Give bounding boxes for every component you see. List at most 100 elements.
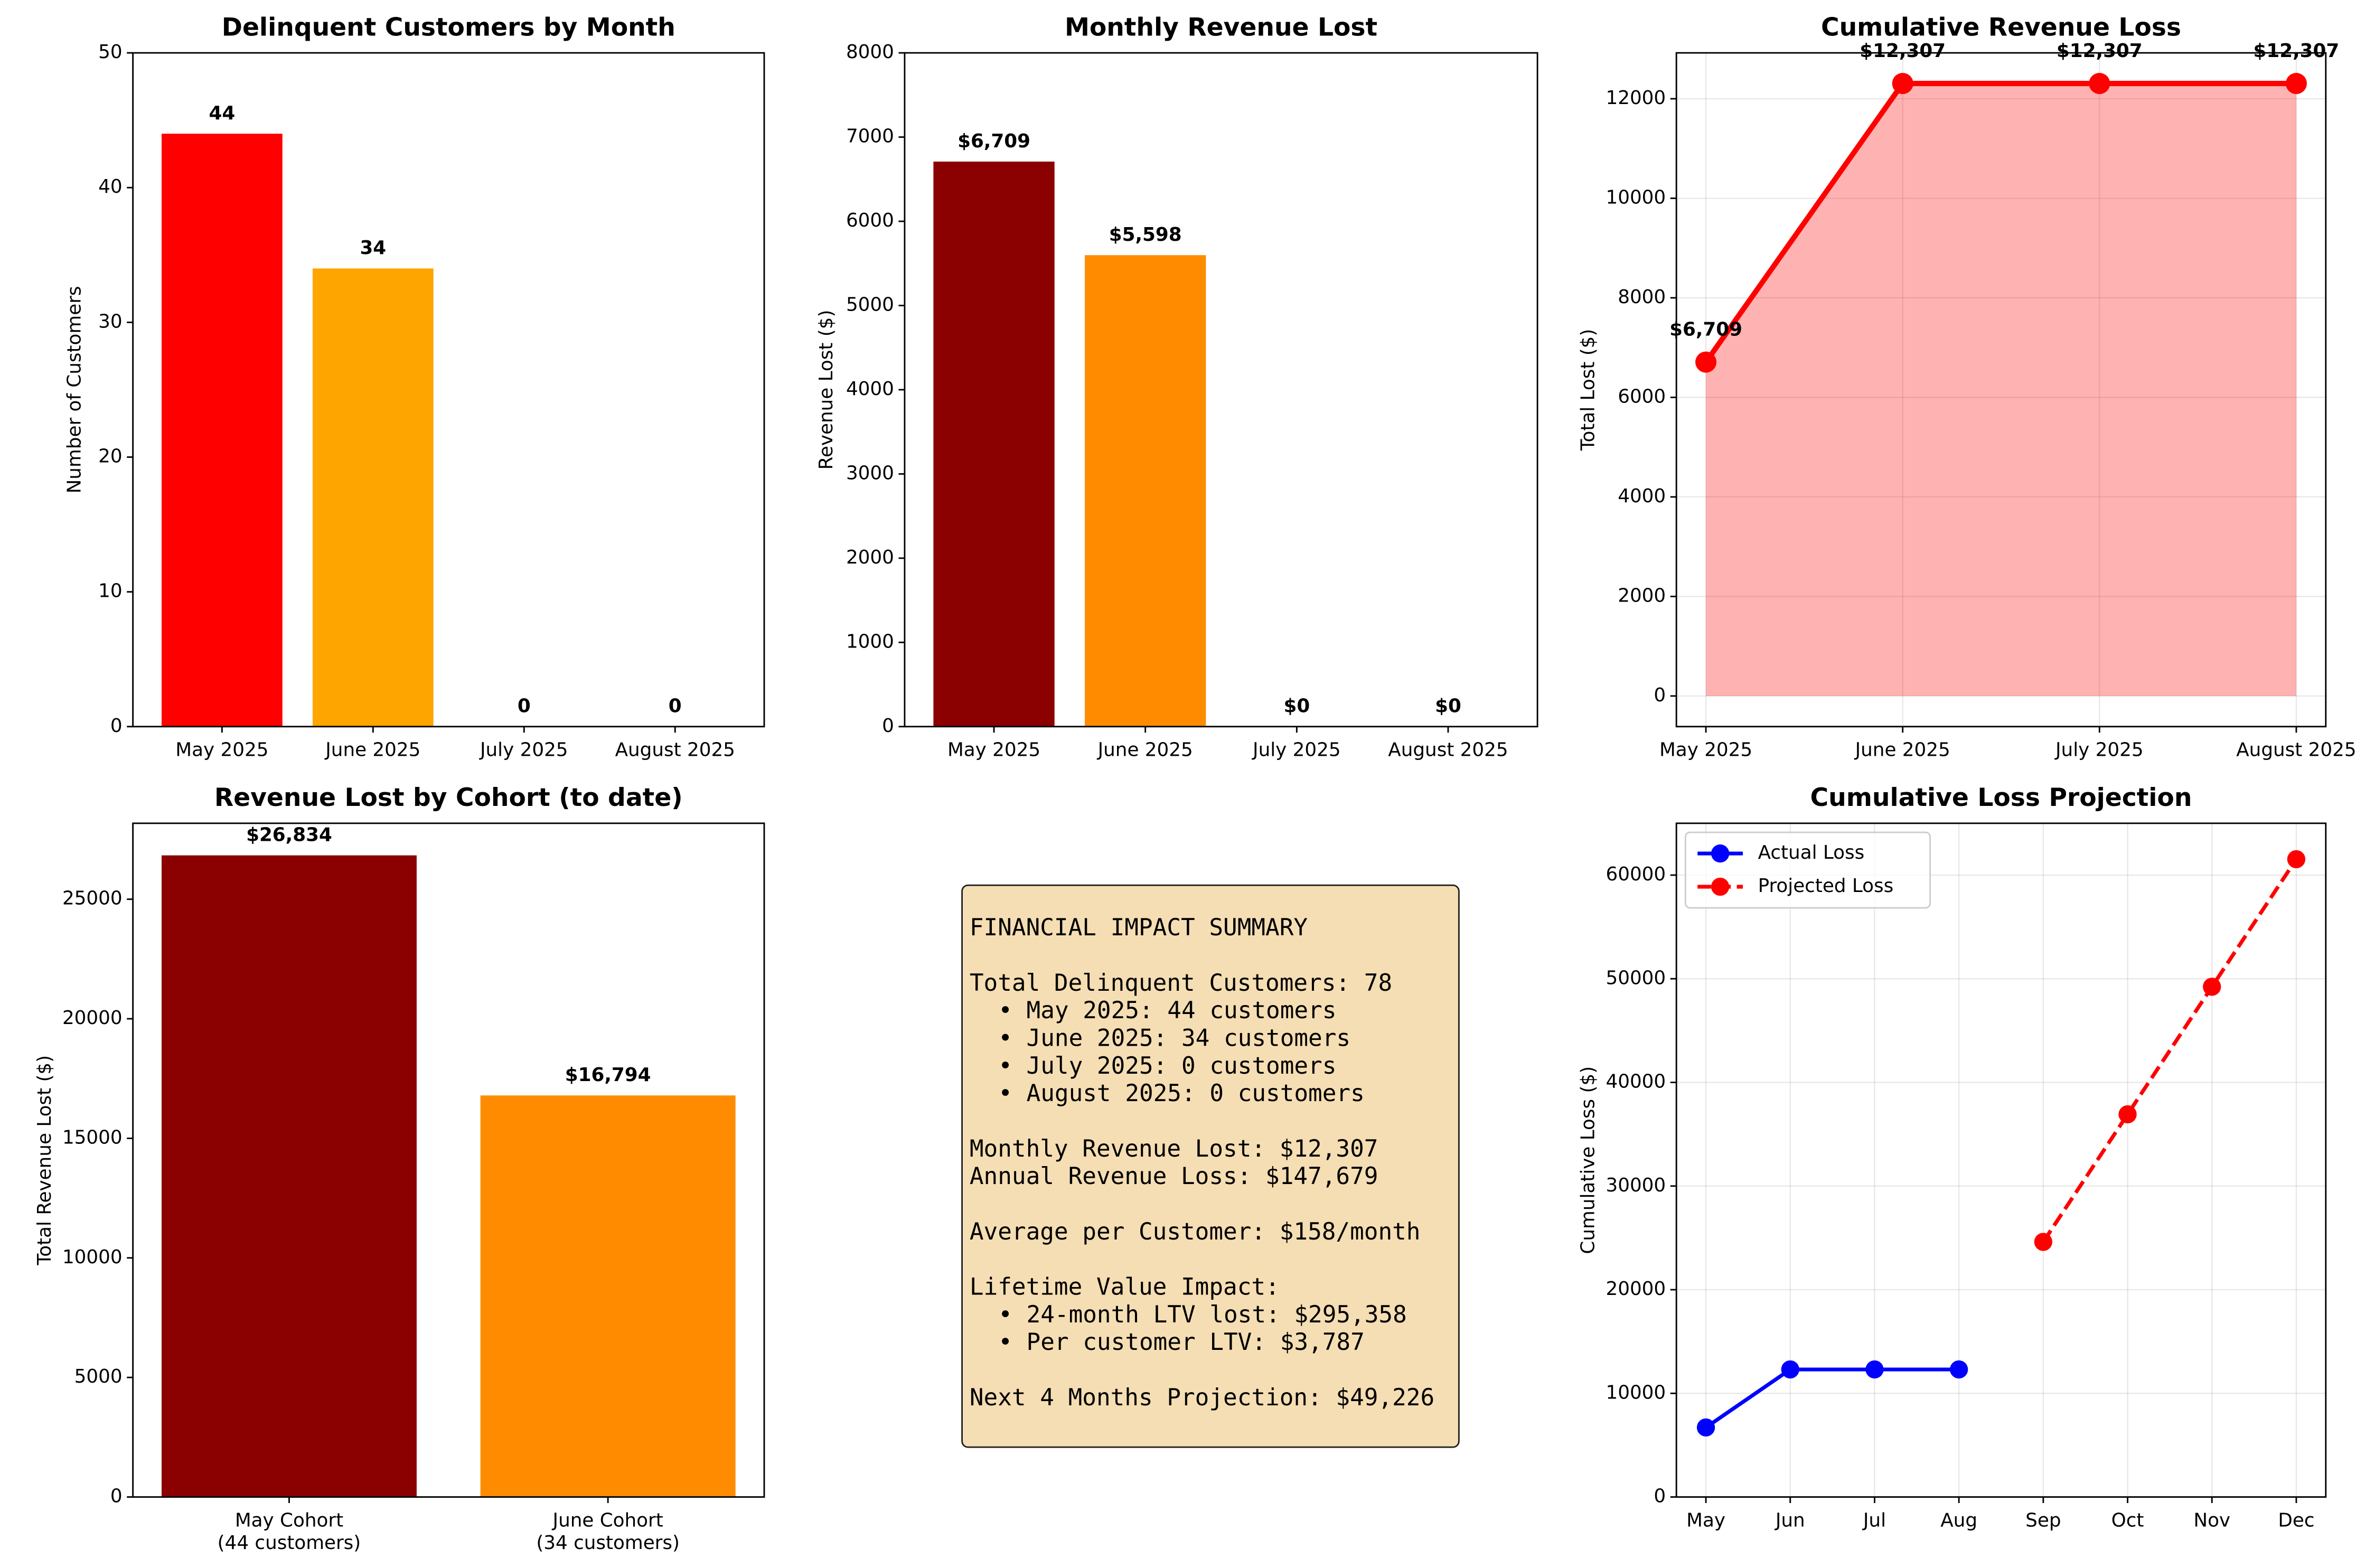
y-tick-label: 6000 [846, 210, 894, 231]
data-label: $6,709 [958, 130, 1030, 152]
marker [1696, 1418, 1715, 1437]
x-tick-label: June 2025 [324, 739, 420, 761]
data-label: $16,794 [565, 1064, 651, 1086]
x-tick-label: May 2025 [175, 739, 268, 761]
x-tick-label: Jul [1862, 1509, 1886, 1531]
y-tick-label: 4000 [1618, 485, 1666, 507]
y-axis-label: Number of Customers [63, 286, 85, 493]
x-tick-label: June Cohort (34 customers) [536, 1509, 680, 1554]
data-label: $6,709 [1669, 319, 1742, 341]
x-tick-label: Sep [2025, 1509, 2061, 1531]
chart-title: Cumulative Loss Projection [1810, 783, 2192, 812]
summary-line: Next 4 Months Projection: $49,226 [970, 1384, 1434, 1411]
area [1706, 83, 2296, 696]
chart-title: Monthly Revenue Lost [1065, 13, 1377, 42]
summary-line: Average per Customer: $158/month [970, 1218, 1421, 1245]
x-tick-label: August 2025 [2236, 739, 2356, 761]
x-tick-label: May Cohort (44 customers) [218, 1509, 361, 1554]
x-tick-label: August 2025 [1388, 739, 1508, 761]
y-tick-label: 30 [98, 311, 122, 332]
legend-marker [1711, 844, 1730, 863]
y-tick-label: 50000 [1606, 967, 1666, 989]
y-tick-label: 2000 [1618, 585, 1666, 606]
summary-bullet: • May 2025: 44 customers [998, 997, 1336, 1024]
data-label: $26,834 [246, 824, 332, 846]
data-label: $12,307 [1860, 40, 1946, 62]
summary-bullet: • 24-month LTV lost: $295,358 [998, 1301, 1407, 1328]
y-tick-label: 40 [98, 176, 122, 198]
x-tick-label: Nov [2193, 1509, 2230, 1531]
legend [1684, 831, 1931, 909]
marker [2285, 73, 2307, 95]
bar [312, 268, 434, 727]
chart-title: Cumulative Revenue Loss [1821, 13, 2181, 42]
y-tick-label: 6000 [1618, 386, 1666, 407]
data-label: 0 [518, 696, 531, 717]
summary-line: Total Delinquent Customers: 78 [970, 970, 1392, 997]
y-tick-label: 10000 [1606, 1382, 1666, 1403]
subplot: $6,709 $5,598 $0 $0 0 1000 2000 3000 4000 5000 600… [815, 13, 1538, 761]
axes-frame [132, 52, 765, 728]
x-tick-label: May 2025 [947, 739, 1040, 761]
x-tick-label: Jun [1775, 1509, 1805, 1531]
y-tick-label: 7000 [846, 126, 894, 147]
axes-frame [132, 822, 765, 1498]
y-axis-label: Revenue Lost ($) [815, 310, 837, 470]
y-tick-label: 15000 [62, 1126, 123, 1148]
summary-line: Monthly Revenue Lost: $12,307 [970, 1135, 1378, 1162]
x-tick-label: May [1686, 1509, 1725, 1531]
marker [1892, 73, 1913, 95]
x-tick-label: Aug [1940, 1509, 1977, 1531]
chart-title: Delinquent Customers by Month [222, 13, 675, 42]
line [1703, 81, 2296, 364]
marker [2034, 1233, 2052, 1251]
y-tick-label: 8000 [1618, 286, 1666, 308]
legend-label: Projected Loss [1758, 875, 1894, 897]
marker [1781, 1360, 1799, 1379]
bar [933, 161, 1055, 727]
y-tick-label: 1000 [846, 631, 894, 652]
y-tick-label: 0 [882, 715, 894, 737]
summary: FINANCIAL IMPACT SUMMARY Total Delinquent… [961, 884, 1460, 1448]
y-tick-label: 20000 [1606, 1278, 1666, 1300]
summary-bullet: • July 2025: 0 customers [998, 1053, 1336, 1079]
data-label: 34 [360, 237, 386, 259]
summary-bullet: • Per customer LTV: $3,787 [998, 1329, 1365, 1356]
y-tick-label: 0 [1654, 1486, 1666, 1507]
y-tick-label: 10 [98, 580, 122, 602]
axes-frame [1675, 822, 2327, 1498]
x-tick-label: July 2025 [2054, 739, 2144, 761]
subplot: $6,709 $12,307 $12,307 $12,307 0 2000 4000 6000… [1577, 13, 2356, 760]
x-tick-label: May 2025 [1659, 739, 1752, 761]
y-axis-label: Total Revenue Lost ($) [34, 1055, 55, 1266]
x-tick-label: June 2025 [1097, 739, 1193, 761]
summary-line: Annual Revenue Loss: $147,679 [970, 1163, 1378, 1190]
x-tick-label: Oct [2111, 1509, 2144, 1531]
y-tick-label: 3000 [846, 462, 894, 484]
y-tick-label: 50 [98, 41, 122, 63]
x-tick-label: July 2025 [479, 739, 568, 761]
y-tick-label: 0 [1654, 684, 1666, 706]
summary-bullet: • June 2025: 34 customers [998, 1025, 1350, 1051]
y-tick-label: 10000 [62, 1246, 123, 1268]
subplot: Actual Loss Projected Loss 0 10000 20000 3000… [1577, 783, 2327, 1531]
y-tick-label: 30000 [1606, 1175, 1666, 1196]
marker [2287, 850, 2306, 869]
bar [161, 134, 283, 727]
subplot: 44 34 0 0 0 10 20 30 40 50 May 2025 June 2025 July 2… [63, 13, 765, 761]
y-tick-label: 40000 [1606, 1071, 1666, 1093]
y-axis-label: Total Lost ($) [1577, 329, 1599, 452]
summary-line: FINANCIAL IMPACT SUMMARY [970, 914, 1308, 941]
y-tick-label: 12000 [1606, 87, 1666, 109]
x-tick-label: Dec [2278, 1509, 2314, 1531]
y-tick-label: 5000 [846, 294, 894, 315]
line [2041, 858, 2298, 1243]
data-label: $12,307 [2057, 40, 2143, 62]
y-tick-label: 4000 [846, 378, 894, 400]
summary-bullet: • August 2025: 0 customers [998, 1080, 1365, 1107]
y-tick-label: 0 [110, 715, 123, 737]
legend-label: Actual Loss [1758, 842, 1865, 863]
y-tick-label: 20000 [62, 1007, 123, 1029]
x-tick-label: June 2025 [1854, 739, 1950, 761]
y-tick-label: 0 [110, 1486, 123, 1507]
